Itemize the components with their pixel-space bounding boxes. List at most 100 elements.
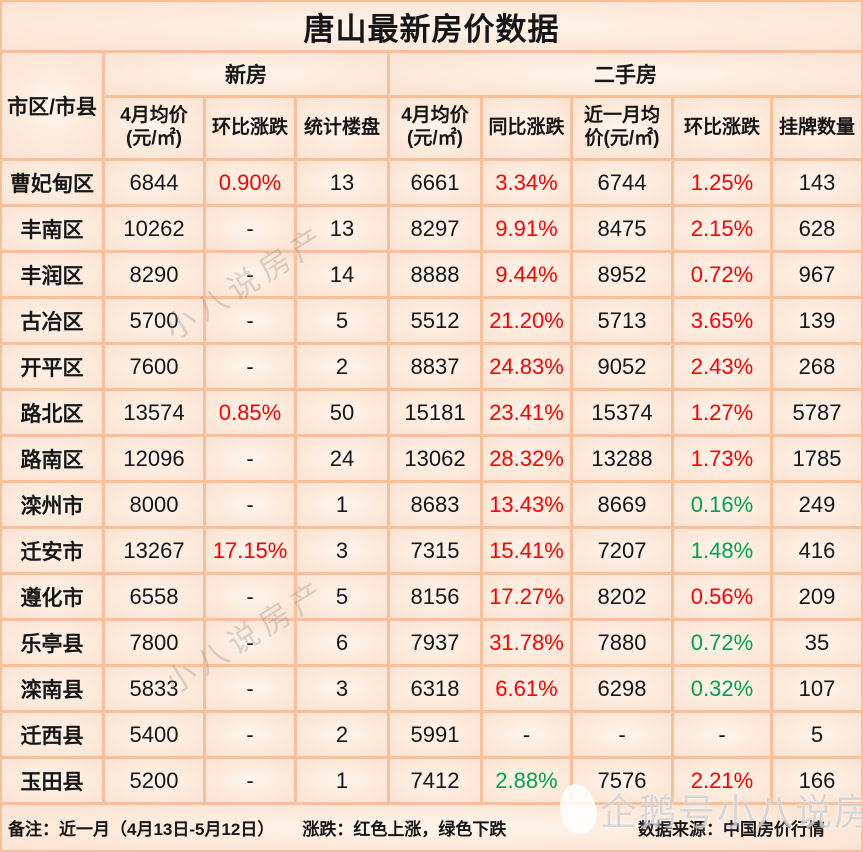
data-cell: 17.27% <box>483 575 570 618</box>
header-sh-listing-count: 挂牌数量 <box>773 98 861 158</box>
page-title: 唐山最新房价数据 <box>2 2 861 50</box>
region-cell: 曹妃甸区 <box>2 161 102 204</box>
data-cell: 8669 <box>573 483 671 526</box>
data-cell: 2.88% <box>483 759 570 802</box>
data-cell: 5512 <box>390 299 480 342</box>
data-cell: 8000 <box>105 483 203 526</box>
data-cell: 0.90% <box>206 161 294 204</box>
data-cell: 5991 <box>390 713 480 756</box>
data-cell: - <box>206 207 294 250</box>
data-cell: 8290 <box>105 253 203 296</box>
data-cell: 6558 <box>105 575 203 618</box>
data-cell: - <box>206 713 294 756</box>
header-region: 市区/市县 <box>2 53 102 158</box>
data-cell: - <box>206 759 294 802</box>
data-cell: 6 <box>297 621 387 664</box>
data-cell: 2.15% <box>674 207 770 250</box>
footer-data-source: 数据来源：中国房价行情 <box>638 820 825 839</box>
data-cell: - <box>206 667 294 710</box>
data-cell: - <box>206 483 294 526</box>
region-cell: 遵化市 <box>2 575 102 618</box>
data-cell: 0.72% <box>674 621 770 664</box>
data-cell: 209 <box>773 575 861 618</box>
data-cell: 0.16% <box>674 483 770 526</box>
data-cell: 6661 <box>390 161 480 204</box>
header-group-secondhand-homes: 二手房 <box>390 53 861 95</box>
data-cell: 5 <box>297 299 387 342</box>
data-cell: 2 <box>297 713 387 756</box>
data-cell: 8952 <box>573 253 671 296</box>
data-cell: 6318 <box>390 667 480 710</box>
data-cell: 416 <box>773 529 861 572</box>
data-cell: - <box>674 713 770 756</box>
region-cell: 玉田县 <box>2 759 102 802</box>
data-cell: 967 <box>773 253 861 296</box>
data-cell: 6844 <box>105 161 203 204</box>
data-cell: 6298 <box>573 667 671 710</box>
data-cell: 14 <box>297 253 387 296</box>
data-cell: 5700 <box>105 299 203 342</box>
header-sh-mom-change: 环比涨跌 <box>674 98 770 158</box>
data-cell: 249 <box>773 483 861 526</box>
region-cell: 丰润区 <box>2 253 102 296</box>
data-cell: 5400 <box>105 713 203 756</box>
data-cell: 1.48% <box>674 529 770 572</box>
data-cell: - <box>573 713 671 756</box>
data-cell: 7800 <box>105 621 203 664</box>
region-cell: 古冶区 <box>2 299 102 342</box>
data-cell: 8297 <box>390 207 480 250</box>
data-cell: 1.27% <box>674 391 770 434</box>
header-new-mom-change: 环比涨跌 <box>206 98 294 158</box>
data-cell: 3 <box>297 529 387 572</box>
data-cell: 13288 <box>573 437 671 480</box>
data-cell: 0.32% <box>674 667 770 710</box>
data-cell: 5200 <box>105 759 203 802</box>
data-cell: 8888 <box>390 253 480 296</box>
region-cell: 开平区 <box>2 345 102 388</box>
data-cell: 15374 <box>573 391 671 434</box>
data-cell: 0.72% <box>674 253 770 296</box>
footer-note: 备注：近一月（4月13日-5月12日） <box>8 820 275 839</box>
data-cell: 3.65% <box>674 299 770 342</box>
data-cell: 3.34% <box>483 161 570 204</box>
data-cell: - <box>206 345 294 388</box>
data-cell: 13 <box>297 207 387 250</box>
data-cell: 24 <box>297 437 387 480</box>
data-cell: 9.44% <box>483 253 570 296</box>
data-cell: 12096 <box>105 437 203 480</box>
data-cell: 28.32% <box>483 437 570 480</box>
data-cell: - <box>206 621 294 664</box>
region-cell: 迁安市 <box>2 529 102 572</box>
footer-color-legend: 涨跌：红色上涨，绿色下跌 <box>302 820 507 839</box>
data-cell: 7880 <box>573 621 671 664</box>
header-new-april-avg-price: 4月均价 (元/㎡) <box>105 98 203 158</box>
data-cell: 8837 <box>390 345 480 388</box>
header-group-new-homes: 新房 <box>105 53 387 95</box>
data-cell: 13267 <box>105 529 203 572</box>
data-cell: 139 <box>773 299 861 342</box>
data-cell: 8156 <box>390 575 480 618</box>
data-cell: 1 <box>297 759 387 802</box>
data-cell: 15.41% <box>483 529 570 572</box>
data-cell: 2 <box>297 345 387 388</box>
data-cell: 17.15% <box>206 529 294 572</box>
data-cell: - <box>206 575 294 618</box>
data-cell: 10262 <box>105 207 203 250</box>
data-cell: 7315 <box>390 529 480 572</box>
data-cell: 7576 <box>573 759 671 802</box>
header-sh-yoy-change: 同比涨跌 <box>483 98 570 158</box>
header-sh-last-month-avg: 近一月均 价(元/㎡) <box>573 98 671 158</box>
data-cell: 15181 <box>390 391 480 434</box>
data-cell: 268 <box>773 345 861 388</box>
data-cell: 8202 <box>573 575 671 618</box>
data-cell: 5713 <box>573 299 671 342</box>
data-cell: 35 <box>773 621 861 664</box>
data-cell: - <box>206 299 294 342</box>
data-cell: 1785 <box>773 437 861 480</box>
data-cell: 8475 <box>573 207 671 250</box>
data-cell: 5833 <box>105 667 203 710</box>
data-cell: 13062 <box>390 437 480 480</box>
data-cell: 9052 <box>573 345 671 388</box>
data-cell: 1.73% <box>674 437 770 480</box>
